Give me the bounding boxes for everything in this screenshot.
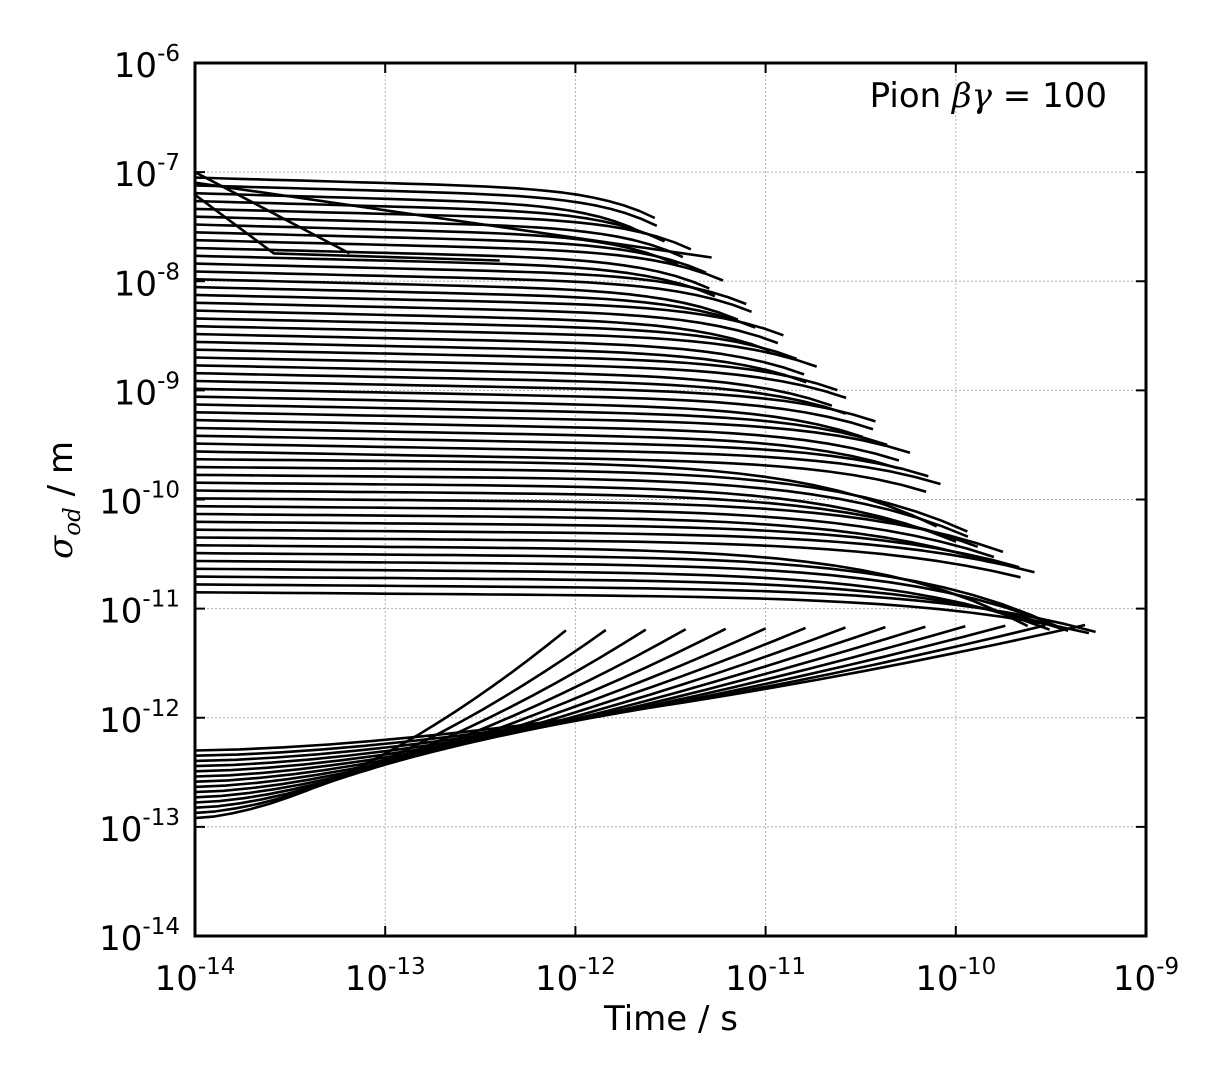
y-tick-label: 10-11 xyxy=(99,587,180,632)
flat-series-line xyxy=(194,238,724,282)
x-tick-label: 10-10 xyxy=(915,954,996,999)
flat-series-line xyxy=(194,426,899,470)
flat-series-line xyxy=(194,340,807,384)
flat-series-line xyxy=(194,418,900,462)
flat-series-line xyxy=(194,262,747,306)
flat-series-line xyxy=(194,371,847,415)
flat-series-line xyxy=(194,504,995,559)
flat-series-line xyxy=(194,497,1004,554)
top-series-line xyxy=(194,193,500,262)
y-tick-label: 10-9 xyxy=(114,368,180,413)
axis-ticks xyxy=(194,62,1147,937)
y-tick-label: 10-12 xyxy=(99,696,180,741)
flat-series-line xyxy=(194,246,710,290)
x-tick-label: 10-14 xyxy=(155,954,236,999)
y-tick-label: 10-7 xyxy=(114,150,180,195)
flat-series-line xyxy=(194,285,756,329)
flat-series-line xyxy=(194,332,805,376)
flat-series-line xyxy=(194,544,1029,628)
flat-series-line xyxy=(194,317,798,361)
flat-series-line xyxy=(194,442,941,486)
flat-series-line xyxy=(194,379,876,423)
flat-series-line xyxy=(194,395,864,439)
flat-series-line xyxy=(194,575,1069,633)
x-tick-label: 10-12 xyxy=(535,954,616,999)
flat-series-line xyxy=(194,324,818,368)
flat-series-line xyxy=(194,364,833,407)
flat-series-line xyxy=(194,254,716,298)
flat-series-line xyxy=(194,520,1020,569)
flat-series-line xyxy=(194,528,1035,574)
flat-series-line xyxy=(194,583,1096,634)
top-series-line xyxy=(194,181,712,259)
rising-series-line xyxy=(194,624,1006,763)
flat-series-line xyxy=(194,278,739,321)
y-tick-label: 10-8 xyxy=(114,259,180,304)
x-tick-label: 10-11 xyxy=(725,954,806,999)
x-tick-label: 10-9 xyxy=(1113,954,1179,999)
flat-series-line xyxy=(194,184,658,227)
rising-series-line xyxy=(194,623,1086,752)
flat-series-line xyxy=(194,567,1051,631)
flat-series-line xyxy=(194,207,692,251)
tick-labels: 10-14 10-13 10-12 10-11 10-10 10-9 10-14 10-13 1… xyxy=(99,41,1179,999)
x-tick-label: 10-13 xyxy=(345,954,426,999)
y-tick-label: 10-14 xyxy=(99,914,180,959)
flat-series-line xyxy=(194,403,888,447)
flat-series-line xyxy=(194,309,771,353)
flat-series-line xyxy=(194,450,927,494)
flat-series-line xyxy=(194,301,779,345)
flat-series-line xyxy=(194,348,838,392)
flat-series-line xyxy=(194,473,969,538)
data-series xyxy=(194,170,1096,820)
flat-series-line xyxy=(194,512,991,564)
y-tick-label: 10-10 xyxy=(99,478,180,523)
flat-series-line xyxy=(194,559,1064,630)
y-tick-label: 10-13 xyxy=(99,805,180,850)
flat-series-line xyxy=(194,411,911,454)
flat-series-line xyxy=(194,489,979,549)
flat-series-line xyxy=(194,536,1021,579)
flat-series-line xyxy=(194,387,874,431)
y-tick-label: 10-6 xyxy=(114,41,180,86)
flat-series-line xyxy=(194,481,957,543)
flat-series-line xyxy=(194,434,929,478)
x-axis-title: Time / s xyxy=(603,999,738,1039)
flat-series-line xyxy=(194,199,666,243)
flat-series-line xyxy=(194,231,707,274)
flat-series-line xyxy=(194,270,753,314)
flat-series-line xyxy=(194,215,684,259)
y-axis-title: σod / m xyxy=(41,441,86,559)
flat-series-line xyxy=(194,356,847,400)
flat-series-line xyxy=(194,293,784,337)
flat-series-line xyxy=(194,176,656,220)
annotation-label: Pion βγ = 100 xyxy=(870,76,1107,116)
flat-series-line xyxy=(194,457,938,528)
flat-series-line xyxy=(194,191,645,235)
flat-series-line xyxy=(194,591,1090,635)
